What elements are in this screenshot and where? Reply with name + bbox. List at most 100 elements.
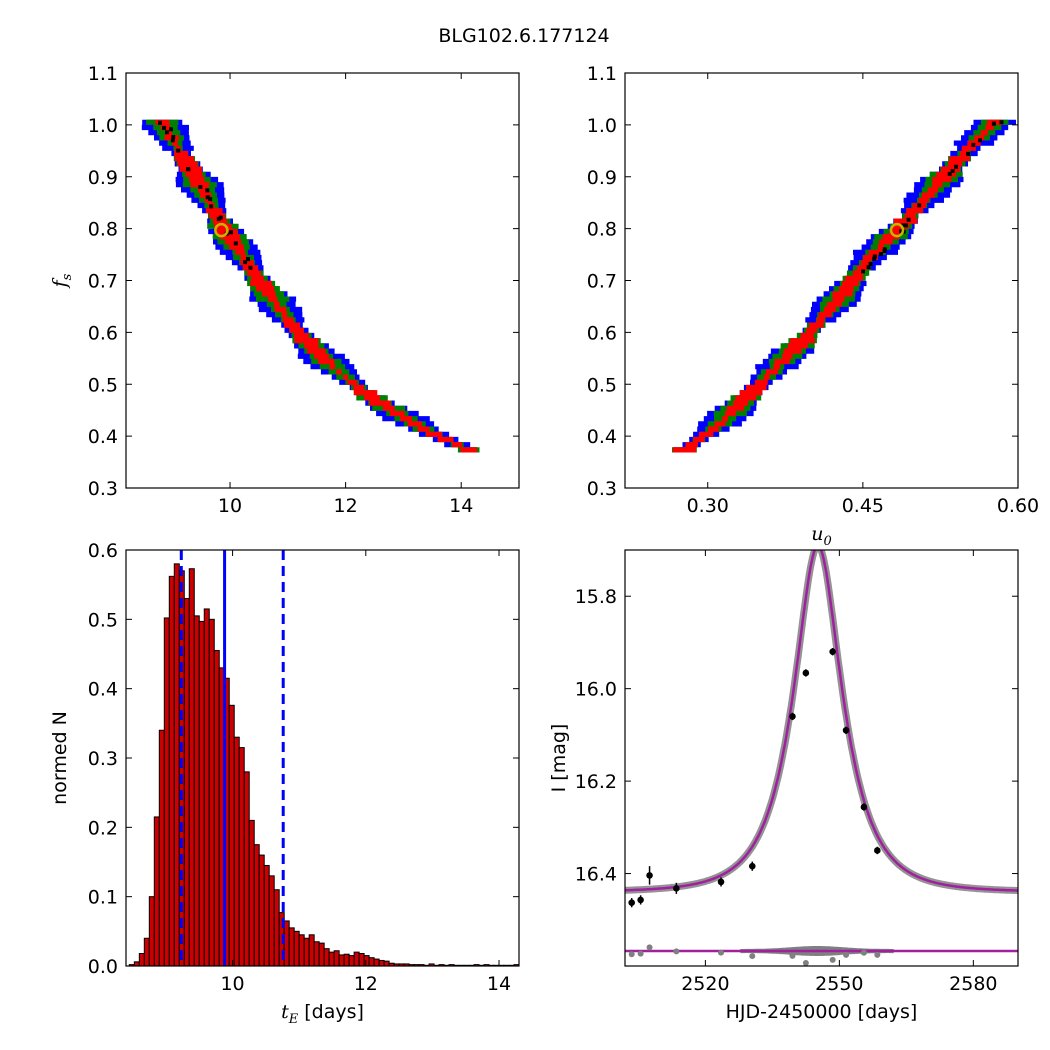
histogram-bar xyxy=(373,958,380,966)
residual-point xyxy=(843,951,850,958)
y-tick-label: 0.9 xyxy=(587,167,617,189)
y-tick-label: 0.7 xyxy=(587,271,617,293)
y-tick-label: 0.8 xyxy=(88,219,118,241)
x-tick-label: 10 xyxy=(220,973,244,995)
y-tick-label: 1.1 xyxy=(587,63,617,85)
x-tick-label: 10 xyxy=(218,495,242,517)
panel-fs-vs-u0: 0.30 0.45 0.60 0.3 0.4 0.5 0.6 0.7 0.8 0.9 1.0 1.1 u… xyxy=(587,63,1039,549)
residual-point xyxy=(860,949,867,956)
residual-point xyxy=(802,960,809,966)
histogram-bar xyxy=(248,819,255,966)
x-tick-label: 2550 xyxy=(815,973,863,995)
x-axis-label: u0 xyxy=(811,523,832,549)
residual-point xyxy=(829,956,836,963)
histogram-bar xyxy=(203,608,210,966)
histogram-bar xyxy=(253,844,260,966)
histogram-bar xyxy=(293,930,300,966)
y-tick-label: 0.1 xyxy=(88,887,118,909)
data-point xyxy=(717,878,725,886)
data-point xyxy=(637,896,644,904)
histogram-bar xyxy=(318,942,325,966)
plot-frame xyxy=(624,549,1019,967)
histogram-bar xyxy=(233,736,240,966)
histogram-bar xyxy=(213,650,220,966)
plot-frame xyxy=(624,72,1019,489)
residual-point xyxy=(789,952,796,959)
y-tick-label: 0.5 xyxy=(587,374,617,396)
histogram-bar xyxy=(308,934,315,966)
histogram-bar xyxy=(283,920,290,966)
y-tick-label: 0.3 xyxy=(88,478,118,500)
panel-fs-vs-te: 10 12 14 0.3 0.4 0.5 0.6 0.7 0.8 0.9 1.0 1.1 fs xyxy=(49,63,520,517)
y-tick-label: 1.0 xyxy=(587,115,617,137)
y-tick-label: 0.6 xyxy=(587,322,617,344)
y-tick-label: 0.3 xyxy=(88,748,118,770)
x-tick-label: 12 xyxy=(354,973,378,995)
histogram-bar xyxy=(268,875,275,966)
data-point xyxy=(860,803,868,811)
y-tick-label: 0.8 xyxy=(587,219,617,241)
histogram-bar xyxy=(328,951,335,966)
panel-te-histogram: 10 12 14 0.0 0.1 0.2 0.3 0.4 0.5 0.6 tE [days] norm… xyxy=(49,540,520,1027)
y-tick-label: 0.4 xyxy=(88,679,118,701)
y-tick-label: 0.6 xyxy=(88,322,118,344)
y-tick-label: 16.2 xyxy=(575,771,617,793)
histogram-bar xyxy=(288,927,295,966)
y-tick-label: 0.7 xyxy=(88,271,118,293)
figure-title: BLG102.6.177124 xyxy=(438,25,609,47)
y-tick-label: 0.6 xyxy=(88,540,118,562)
histogram-bar xyxy=(338,954,345,966)
histogram-bar xyxy=(153,816,160,966)
histogram-bar xyxy=(158,729,165,966)
histogram-bar xyxy=(323,948,330,966)
best-fit-marker xyxy=(214,222,229,238)
y-axis-label: I [mag] xyxy=(548,724,570,793)
y-tick-label: 0.3 xyxy=(587,478,617,500)
histogram-bar xyxy=(163,617,170,966)
y-tick-label: 0.5 xyxy=(88,609,118,631)
x-axis-label: tE [days] xyxy=(281,1001,364,1027)
histogram-bar xyxy=(363,955,370,966)
panel-lightcurve: 2520 2550 2580 15.8 16.0 16.2 16.4 HJD-2450000 … xyxy=(548,549,1019,1023)
residual-point xyxy=(718,949,725,956)
confidence-region-1sigma xyxy=(672,119,1003,453)
residual-point xyxy=(637,950,644,957)
y-axis-label: normed N xyxy=(49,711,71,805)
residual-point xyxy=(646,944,653,951)
histogram-bar xyxy=(198,620,205,966)
histogram-bar xyxy=(378,959,385,966)
x-tick-label: 14 xyxy=(449,495,473,517)
y-axis-label: fs xyxy=(49,273,75,289)
y-tick-label: 1.0 xyxy=(88,115,118,137)
histogram-bar xyxy=(333,950,340,966)
y-tick-label: 0.4 xyxy=(587,426,617,448)
model-uncertainty-band xyxy=(625,550,1018,894)
confidence-region-1sigma xyxy=(155,119,478,453)
histogram-bar xyxy=(188,568,195,966)
histogram-bar xyxy=(138,953,145,966)
x-tick-label: 14 xyxy=(487,973,511,995)
data-point xyxy=(842,726,850,734)
histogram-bar xyxy=(343,953,350,966)
histogram-bar xyxy=(298,934,305,966)
data-point xyxy=(874,847,881,854)
x-tick-label: 0.30 xyxy=(687,495,729,517)
x-axis-label: HJD-2450000 [days] xyxy=(726,1001,918,1023)
histogram-bar xyxy=(183,598,190,966)
x-tick-label: 12 xyxy=(334,495,358,517)
x-tick-label: 0.60 xyxy=(997,495,1039,517)
histogram-bar xyxy=(238,747,245,966)
residual-point xyxy=(874,951,881,958)
x-tick-label: 2580 xyxy=(949,973,997,995)
y-tick-label: 0.2 xyxy=(88,817,118,839)
histogram-bar xyxy=(193,615,200,966)
residual-point xyxy=(673,948,680,955)
y-tick-label: 0.4 xyxy=(88,426,118,448)
data-point xyxy=(748,862,756,870)
histogram-bar xyxy=(348,955,355,966)
data-point xyxy=(829,648,836,655)
histogram-bar xyxy=(273,889,280,966)
histogram-bar xyxy=(358,953,365,966)
y-tick-label: 0.5 xyxy=(88,374,118,396)
